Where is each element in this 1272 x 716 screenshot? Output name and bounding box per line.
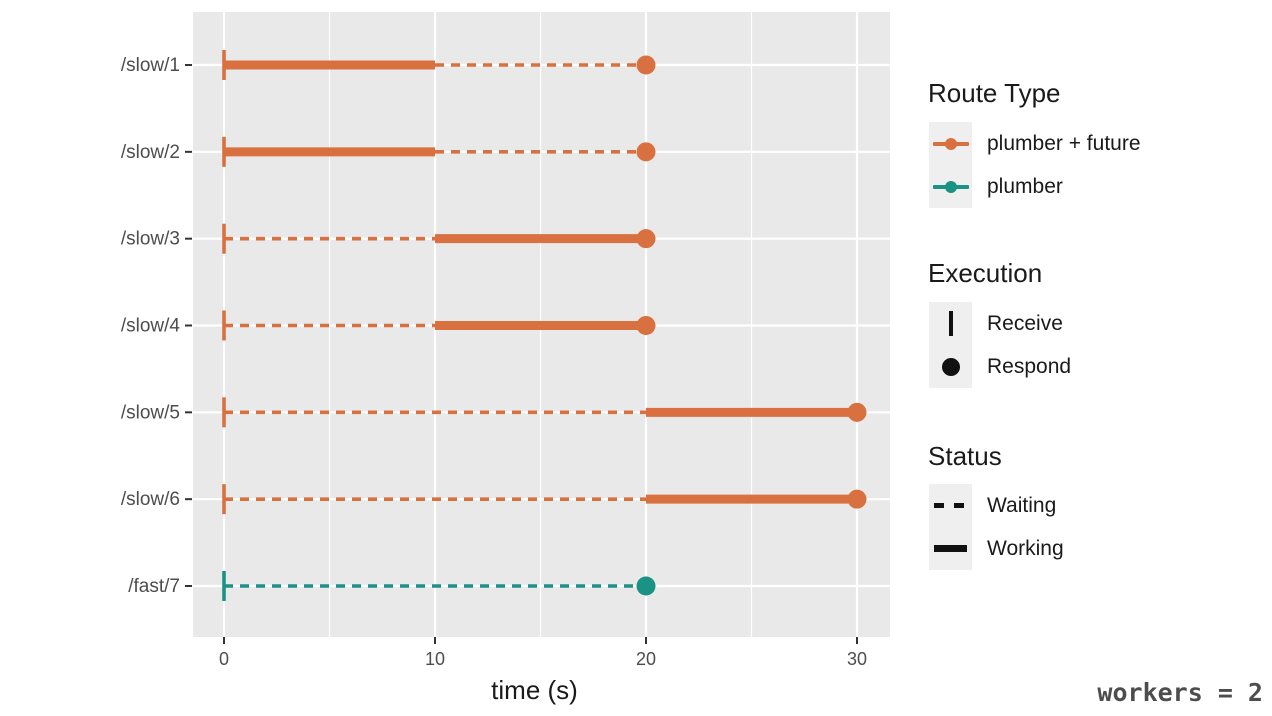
respond-dot <box>636 576 656 596</box>
respond-dot <box>847 402 867 422</box>
respond-dot <box>636 315 656 335</box>
x-tick-label: 30 <box>847 649 867 669</box>
respond-dot <box>847 489 867 509</box>
workers-caption: workers = 2 <box>1097 678 1263 707</box>
legend-group-execution: Receive Respond <box>929 302 1071 388</box>
y-axis-label: /slow/6 <box>121 489 180 510</box>
legend-label: Waiting <box>987 493 1057 517</box>
legend-item-working: Working <box>929 527 1064 570</box>
y-axis-label: /slow/3 <box>121 229 180 250</box>
waiting-dash-icon <box>929 484 972 527</box>
x-axis-title: time (s) <box>491 675 578 705</box>
legend-group-status: Waiting Working <box>929 484 1064 570</box>
respond-dot-icon <box>929 345 972 388</box>
receive-tick-icon <box>929 302 972 345</box>
legend-item-plumber-future: plumber + future <box>929 122 1141 165</box>
legend-label: Receive <box>987 311 1063 335</box>
respond-dot <box>636 55 656 75</box>
legend-label: Working <box>987 536 1064 560</box>
legend-title-route-type: Route Type <box>928 78 1061 108</box>
respond-dot <box>636 142 656 162</box>
legend-label: Respond <box>987 354 1072 378</box>
y-axis-label: /slow/2 <box>121 142 180 163</box>
y-axis-label: /slow/5 <box>121 402 180 423</box>
x-tick-label: 10 <box>425 649 445 669</box>
y-axis-label: /fast/7 <box>128 576 180 597</box>
legend-item-receive: Receive <box>929 302 1071 345</box>
y-axis-label: /slow/4 <box>121 315 181 336</box>
legend-item-respond: Respond <box>929 345 1071 388</box>
x-tick-label: 0 <box>219 649 229 669</box>
legend-title-execution: Execution <box>928 258 1043 288</box>
legend-item-plumber: plumber <box>929 165 1141 208</box>
legend-group-route-type: plumber + future plumber <box>929 122 1141 208</box>
legend-label: plumber + future <box>987 131 1141 155</box>
legend-title-status: Status <box>928 441 1002 471</box>
legend-item-waiting: Waiting <box>929 484 1064 527</box>
plumber-future-key-icon <box>929 122 972 165</box>
plumber-key-icon <box>929 165 972 208</box>
legend: Route Type plumber + future plumber Exec… <box>926 0 1256 716</box>
legend-label: plumber <box>987 174 1063 198</box>
y-axis-label: /slow/1 <box>121 55 180 76</box>
working-bar-icon <box>929 527 972 570</box>
x-tick-label: 20 <box>636 649 656 669</box>
respond-dot <box>636 229 656 249</box>
